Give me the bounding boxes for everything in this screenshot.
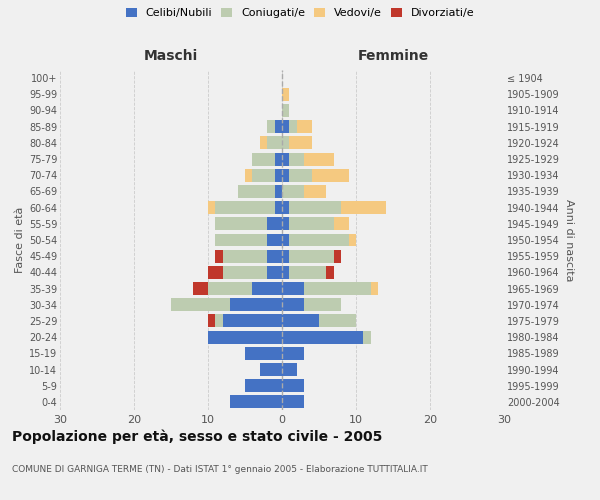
Bar: [282, 314, 319, 328]
Bar: [282, 152, 289, 166]
Bar: [334, 218, 349, 230]
Bar: [289, 169, 311, 181]
Bar: [282, 379, 304, 392]
Bar: [282, 104, 289, 117]
Bar: [326, 266, 334, 279]
Bar: [282, 282, 304, 295]
Bar: [289, 250, 334, 262]
Bar: [245, 379, 282, 392]
Bar: [364, 330, 371, 344]
Bar: [282, 330, 364, 344]
Bar: [171, 298, 230, 311]
Bar: [289, 234, 349, 246]
Bar: [289, 266, 326, 279]
Bar: [304, 185, 326, 198]
Bar: [215, 218, 267, 230]
Bar: [289, 201, 341, 214]
Bar: [267, 266, 282, 279]
Bar: [223, 250, 267, 262]
Bar: [282, 396, 304, 408]
Bar: [230, 298, 282, 311]
Bar: [215, 250, 223, 262]
Bar: [230, 396, 282, 408]
Bar: [267, 250, 282, 262]
Bar: [341, 201, 386, 214]
Bar: [289, 120, 297, 133]
Bar: [215, 234, 267, 246]
Bar: [311, 169, 349, 181]
Bar: [215, 201, 275, 214]
Bar: [208, 266, 223, 279]
Bar: [193, 282, 208, 295]
Bar: [371, 282, 378, 295]
Bar: [319, 314, 356, 328]
Bar: [253, 282, 282, 295]
Text: Femmine: Femmine: [358, 48, 428, 62]
Y-axis label: Fasce di età: Fasce di età: [14, 207, 25, 273]
Y-axis label: Anni di nascita: Anni di nascita: [564, 198, 574, 281]
Bar: [208, 201, 215, 214]
Bar: [282, 136, 289, 149]
Bar: [304, 152, 334, 166]
Bar: [304, 282, 371, 295]
Bar: [245, 347, 282, 360]
Bar: [289, 218, 334, 230]
Bar: [282, 120, 289, 133]
Bar: [267, 120, 275, 133]
Bar: [208, 282, 253, 295]
Bar: [282, 88, 289, 101]
Bar: [282, 218, 289, 230]
Bar: [282, 250, 289, 262]
Legend: Celibi/Nubili, Coniugati/e, Vedovi/e, Divorziati/e: Celibi/Nubili, Coniugati/e, Vedovi/e, Di…: [124, 6, 476, 20]
Bar: [282, 363, 297, 376]
Bar: [275, 152, 282, 166]
Bar: [260, 363, 282, 376]
Bar: [245, 169, 253, 181]
Bar: [282, 298, 304, 311]
Bar: [267, 218, 282, 230]
Bar: [238, 185, 275, 198]
Bar: [267, 136, 282, 149]
Bar: [282, 347, 304, 360]
Bar: [282, 169, 289, 181]
Bar: [223, 266, 267, 279]
Bar: [289, 136, 311, 149]
Text: Maschi: Maschi: [144, 48, 198, 62]
Bar: [267, 234, 282, 246]
Bar: [253, 152, 275, 166]
Text: Popolazione per età, sesso e stato civile - 2005: Popolazione per età, sesso e stato civil…: [12, 430, 382, 444]
Bar: [215, 314, 223, 328]
Bar: [349, 234, 356, 246]
Bar: [208, 314, 215, 328]
Bar: [253, 169, 275, 181]
Bar: [260, 136, 267, 149]
Bar: [304, 298, 341, 311]
Bar: [208, 330, 282, 344]
Bar: [282, 185, 304, 198]
Bar: [275, 169, 282, 181]
Bar: [334, 250, 341, 262]
Bar: [289, 152, 304, 166]
Bar: [282, 201, 289, 214]
Bar: [223, 314, 282, 328]
Bar: [282, 234, 289, 246]
Bar: [282, 266, 289, 279]
Bar: [275, 120, 282, 133]
Text: COMUNE DI GARNIGA TERME (TN) - Dati ISTAT 1° gennaio 2005 - Elaborazione TUTTITA: COMUNE DI GARNIGA TERME (TN) - Dati ISTA…: [12, 465, 428, 474]
Bar: [297, 120, 311, 133]
Bar: [275, 201, 282, 214]
Bar: [275, 185, 282, 198]
